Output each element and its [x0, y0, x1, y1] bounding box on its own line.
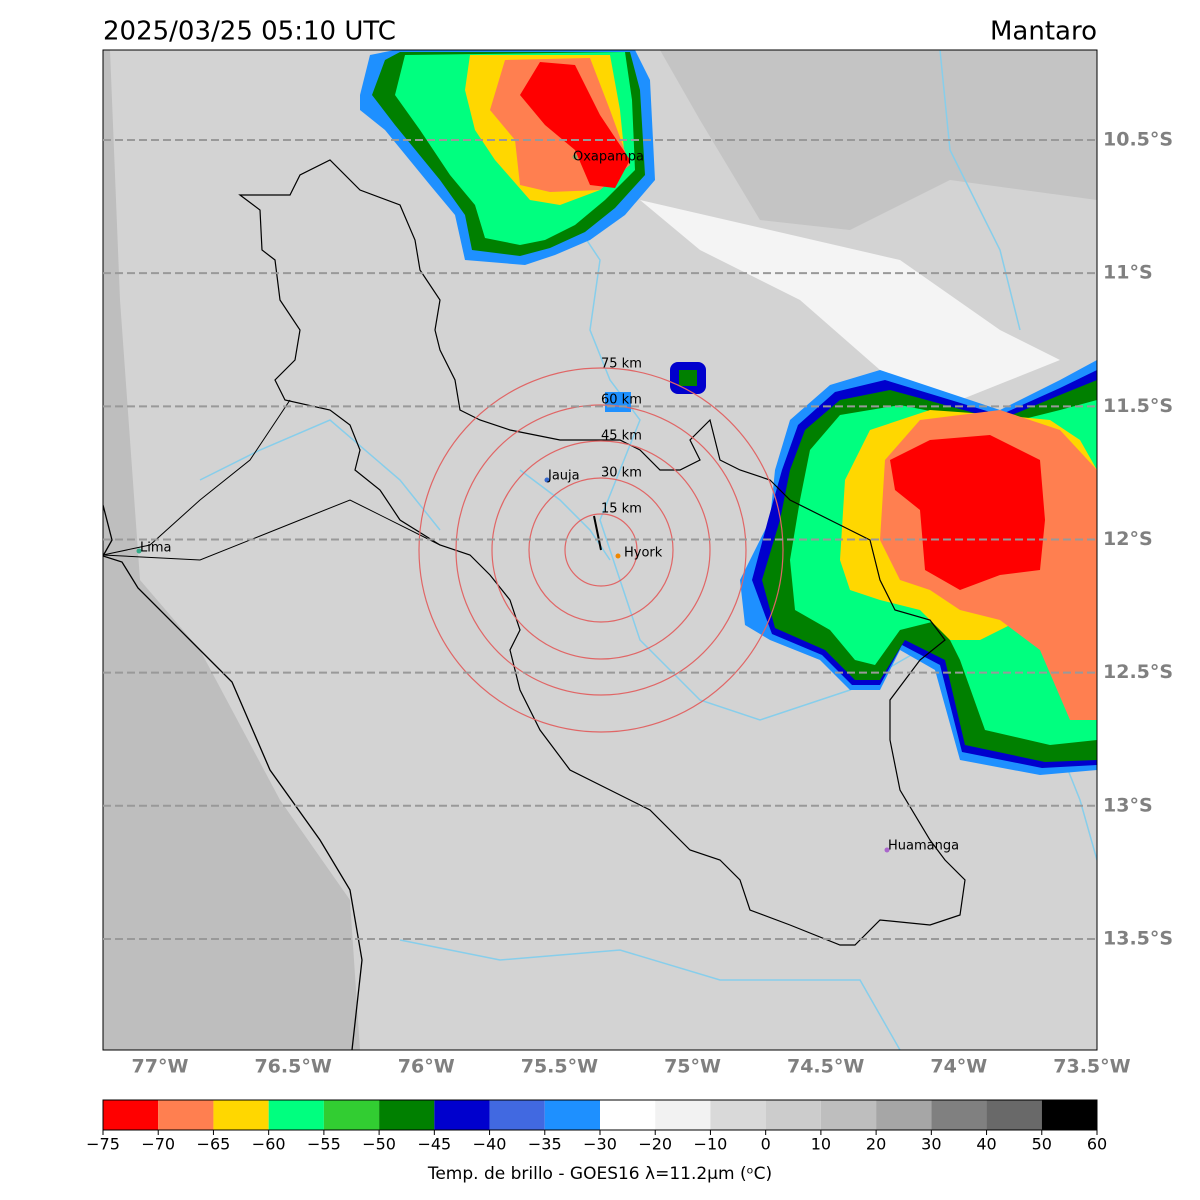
place-dot [884, 847, 890, 853]
colorbar-tick-label: −60 [252, 1135, 286, 1154]
ring-label: 15 km [601, 502, 642, 517]
coastline [103, 504, 363, 1050]
colorbar-tick-label: 60 [1087, 1135, 1107, 1154]
colorbar-bin [489, 1100, 545, 1130]
lat-label: 12.5°S [1103, 661, 1173, 683]
place-dot [136, 548, 142, 554]
colorbar-bin [931, 1100, 987, 1130]
place-label: Lima [140, 541, 171, 556]
cell-core [679, 370, 697, 386]
colorbar-bin [986, 1100, 1042, 1130]
colorbar-tick-label: −45 [417, 1135, 451, 1154]
basin-boundary [238, 159, 966, 946]
lat-label: 12°S [1103, 528, 1153, 550]
place-label: Jauja [547, 469, 580, 484]
place-dot [572, 154, 578, 160]
colorbar-bin [103, 1100, 159, 1130]
colorbar-bin [544, 1100, 600, 1130]
lon-label: 76°W [398, 1056, 455, 1078]
lon-label: 74.5°W [787, 1056, 864, 1078]
colorbar-tick-label: 20 [866, 1135, 886, 1154]
colorbar-bin [710, 1100, 766, 1130]
lat-label: 13.5°S [1103, 927, 1173, 949]
colorbar-bin [600, 1100, 656, 1130]
colorbar-tick-label: −55 [307, 1135, 341, 1154]
colorbar-tick-label: −10 [694, 1135, 728, 1154]
lat-label: 10.5°S [1103, 129, 1173, 151]
colorbar-label: Temp. de brillo - GOES16 λ=11.2μm (ᵒC) [427, 1164, 772, 1184]
lat-label: 11.5°S [1103, 395, 1173, 417]
lon-label: 75.5°W [521, 1056, 598, 1078]
lon-label: 76.5°W [254, 1056, 331, 1078]
colorbar-bin [323, 1100, 380, 1130]
place-label: Hyork [624, 546, 663, 561]
lon-label: 75°W [664, 1056, 721, 1078]
ring-label: 45 km [601, 429, 642, 444]
coast-region [103, 50, 360, 1050]
colorbar-bin [876, 1100, 932, 1130]
colorbar-bin [1041, 1100, 1097, 1130]
storm-north [360, 50, 655, 265]
place-label: Oxapampa [573, 150, 644, 165]
region-name: Mantaro [990, 17, 1097, 47]
colorbar-bin [158, 1100, 214, 1130]
lon-label: 77°W [132, 1056, 189, 1078]
place-label: Huamanga [888, 839, 959, 854]
radar-beam [593, 515, 602, 551]
admin-boundary [103, 399, 441, 561]
colorbar-tick-label: −70 [141, 1135, 175, 1154]
lon-label: 74°W [930, 1056, 987, 1078]
colorbar-tick-label: −30 [583, 1135, 617, 1154]
lat-label: 13°S [1103, 794, 1153, 816]
colorbar-tick-label: −40 [473, 1135, 507, 1154]
colorbar-bin [268, 1100, 324, 1130]
cirrus [640, 200, 1060, 400]
colorbar-tick-label: −35 [528, 1135, 562, 1154]
map-frame [102, 49, 1098, 1051]
colorbar-bin [379, 1100, 435, 1130]
colorbar-bin [655, 1100, 711, 1130]
lon-label: 73.5°W [1053, 1056, 1130, 1078]
lat-label: 11°S [1103, 262, 1153, 284]
ring-label: 30 km [601, 466, 642, 481]
colorbar-bin [765, 1100, 821, 1130]
colorbar-tick-label: −65 [197, 1135, 231, 1154]
colorbar-tick-label: −50 [362, 1135, 396, 1154]
colorbar-bin [820, 1100, 877, 1130]
colorbar-tick-label: 10 [811, 1135, 831, 1154]
colorbar-bin [434, 1100, 490, 1130]
ring-label: 75 km [601, 357, 642, 372]
colorbar-tick-label: −20 [638, 1135, 672, 1154]
ring-label: 60 km [601, 393, 642, 408]
colorbar-tick-label: 50 [1032, 1135, 1052, 1154]
storm-east [740, 360, 1097, 775]
place-dot [615, 553, 621, 559]
colorbar-bin [213, 1100, 269, 1130]
colorbar-tick-label: 0 [761, 1135, 771, 1154]
colorbar-tick-label: −75 [86, 1135, 120, 1154]
colorbar-tick-label: 40 [976, 1135, 996, 1154]
place-dot [544, 477, 550, 483]
map-layer: 75 km 60 km 45 km 30 km 15 km Oxapampa J… [103, 50, 1097, 1050]
range-rings [418, 367, 784, 733]
title: 2025/03/25 05:10 UTC [103, 17, 396, 47]
colorbar-tick-label: 30 [921, 1135, 941, 1154]
